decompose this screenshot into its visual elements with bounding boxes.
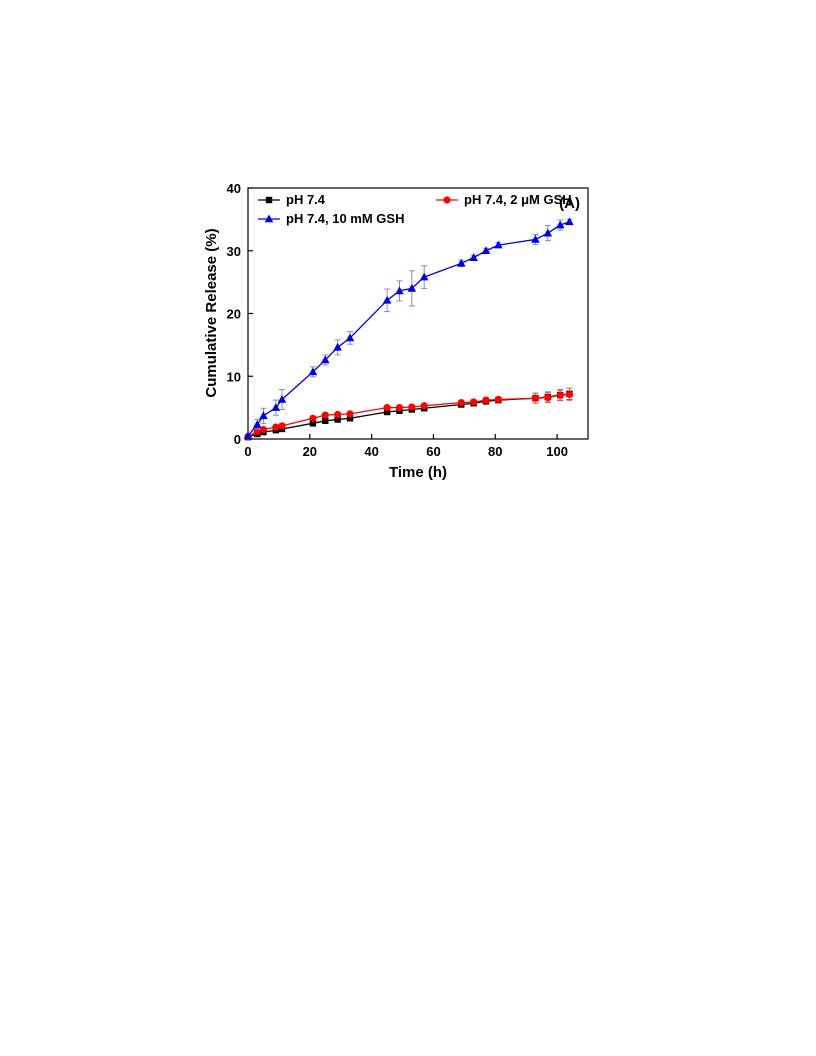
y-tick-label: 0 [234, 432, 241, 447]
data-point [334, 416, 341, 423]
data-point [482, 396, 490, 404]
data-point [565, 217, 574, 226]
x-axis-ticks: 0 20 40 60 80 100 [244, 434, 568, 459]
series-1 [244, 387, 573, 441]
data-point [333, 342, 342, 351]
data-point [395, 404, 404, 412]
data-point [309, 414, 317, 422]
data-point [322, 417, 329, 425]
data-point [320, 355, 330, 364]
data-point [531, 394, 540, 402]
y-axis-label: Cumulative Release (%) [203, 228, 220, 397]
x-tick-label: 20 [303, 444, 317, 459]
panel-label: (A) [559, 195, 580, 212]
data-point [321, 411, 329, 419]
legend-label: pH 7.4 [286, 192, 326, 207]
data-point [382, 295, 392, 304]
legend-swatch-marker [265, 196, 273, 204]
data-point [494, 395, 502, 404]
data-point [565, 390, 574, 399]
data-point [308, 367, 318, 376]
y-tick-label: 40 [227, 181, 241, 196]
data-point [407, 283, 417, 292]
x-tick-label: 0 [244, 444, 251, 459]
data-point [278, 422, 286, 430]
series-3 [243, 217, 574, 440]
data-point [457, 399, 465, 407]
data-point [383, 404, 391, 412]
y-tick-label: 20 [227, 307, 241, 322]
x-tick-label: 60 [426, 444, 440, 459]
x-tick-label: 40 [364, 444, 378, 459]
data-point [395, 286, 404, 295]
data-point [544, 393, 552, 402]
data-point [470, 398, 478, 406]
data-point [259, 425, 268, 434]
legend-item: pH 7.4 [258, 192, 326, 207]
data-point [346, 415, 354, 422]
legend-item: pH 7.4, 10 mM GSH [258, 211, 404, 226]
y-tick-label: 10 [227, 369, 241, 384]
legend: pH 7.4 pH 7.4, 2 μM GSH pH 7.4, 10 mM GSH [258, 192, 572, 226]
series-line [247, 221, 570, 437]
legend-swatch-marker [264, 214, 274, 223]
data-point [243, 431, 253, 440]
data-point [420, 402, 428, 410]
data-point [334, 410, 342, 419]
data-point [543, 228, 553, 237]
x-axis-label: Time (h) [389, 464, 447, 481]
data-point [259, 411, 268, 420]
data-point [555, 220, 565, 229]
legend-item: pH 7.4, 2 μM GSH [436, 192, 572, 207]
x-tick-label: 100 [546, 444, 568, 459]
legend-swatch-marker [443, 196, 451, 204]
data-point [252, 420, 262, 428]
data-point [456, 258, 466, 267]
y-axis-ticks: 0 10 20 30 40 [227, 181, 253, 447]
legend-label: pH 7.4, 2 μM GSH [464, 192, 572, 207]
data-point [272, 423, 280, 431]
data-point [383, 408, 391, 416]
data-point [271, 403, 281, 411]
series-2 [244, 387, 574, 441]
data-point [556, 391, 564, 399]
data-point [469, 253, 478, 261]
series-line [247, 393, 570, 438]
y-tick-label: 30 [227, 244, 241, 259]
series-layer [243, 217, 574, 441]
data-point [494, 240, 503, 249]
data-point [408, 403, 416, 411]
data-point [309, 420, 317, 427]
legend-label: pH 7.4, 10 mM GSH [286, 211, 404, 226]
x-tick-label: 80 [488, 444, 502, 459]
series-line [247, 393, 570, 438]
data-point [481, 246, 491, 255]
data-point [345, 333, 355, 342]
data-point [346, 410, 354, 418]
figure-panel: 0 20 40 60 80 100 0 10 20 30 40 Time (h) Cumulati… [160, 150, 656, 495]
release-chart: 0 20 40 60 80 100 0 10 20 30 40 Time (h) Cumulati… [203, 181, 589, 481]
data-point [419, 272, 429, 281]
data-point [277, 394, 287, 403]
data-point [531, 234, 540, 243]
